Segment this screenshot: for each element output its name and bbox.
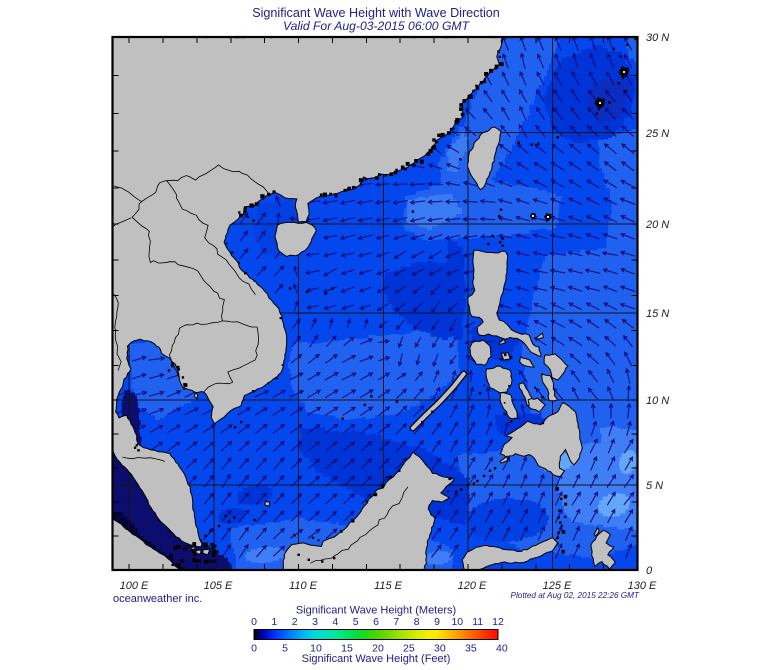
- svg-text:120 E: 120 E: [458, 580, 487, 592]
- svg-text:20 N: 20 N: [645, 219, 669, 231]
- svg-text:7: 7: [393, 616, 399, 628]
- svg-text:10 N: 10 N: [646, 395, 669, 407]
- svg-text:10: 10: [451, 616, 463, 628]
- svg-text:Significant Wave Height with W: Significant Wave Height with Wave Direct…: [252, 6, 500, 20]
- svg-text:100 E: 100 E: [120, 580, 149, 592]
- svg-text:2: 2: [292, 616, 298, 628]
- svg-text:Valid For Aug-03-2015 06:00 GM: Valid For Aug-03-2015 06:00 GMT: [283, 19, 471, 33]
- svg-text:10: 10: [310, 643, 322, 655]
- svg-text:20: 20: [372, 643, 384, 655]
- svg-text:1: 1: [271, 616, 277, 628]
- svg-text:0: 0: [251, 616, 257, 628]
- svg-text:40: 40: [496, 643, 508, 655]
- svg-text:4: 4: [332, 616, 338, 628]
- svg-text:Significant Wave Height (Meter: Significant Wave Height (Meters): [296, 605, 456, 617]
- svg-text:Significant Wave Height (Feet): Significant Wave Height (Feet): [302, 653, 451, 665]
- svg-text:6: 6: [373, 616, 379, 628]
- svg-text:oceanweather inc.: oceanweather inc.: [113, 593, 202, 605]
- svg-text:0: 0: [251, 643, 257, 655]
- svg-text:105 E: 105 E: [204, 580, 233, 592]
- svg-text:15 N: 15 N: [646, 308, 669, 320]
- svg-text:5: 5: [353, 616, 359, 628]
- svg-text:3: 3: [312, 616, 318, 628]
- svg-text:25: 25: [403, 643, 415, 655]
- svg-text:15: 15: [341, 643, 353, 655]
- svg-text:5 N: 5 N: [646, 480, 663, 492]
- svg-text:12: 12: [492, 616, 504, 628]
- svg-text:30: 30: [434, 643, 446, 655]
- svg-text:8: 8: [414, 616, 420, 628]
- svg-text:35: 35: [465, 643, 477, 655]
- svg-text:110 E: 110 E: [289, 580, 318, 592]
- svg-text:9: 9: [434, 616, 440, 628]
- svg-text:5: 5: [282, 643, 288, 655]
- svg-text:11: 11: [472, 616, 483, 628]
- svg-text:130 E: 130 E: [628, 580, 657, 592]
- svg-text:115 E: 115 E: [374, 580, 403, 592]
- svg-text:0: 0: [646, 565, 653, 577]
- svg-text:125 E: 125 E: [543, 580, 572, 592]
- svg-text:30 N: 30 N: [646, 32, 669, 44]
- svg-text:25 N: 25 N: [645, 128, 669, 140]
- svg-text:Plotted at Aug 02, 2015 22:26: Plotted at Aug 02, 2015 22:26 GMT: [510, 591, 640, 600]
